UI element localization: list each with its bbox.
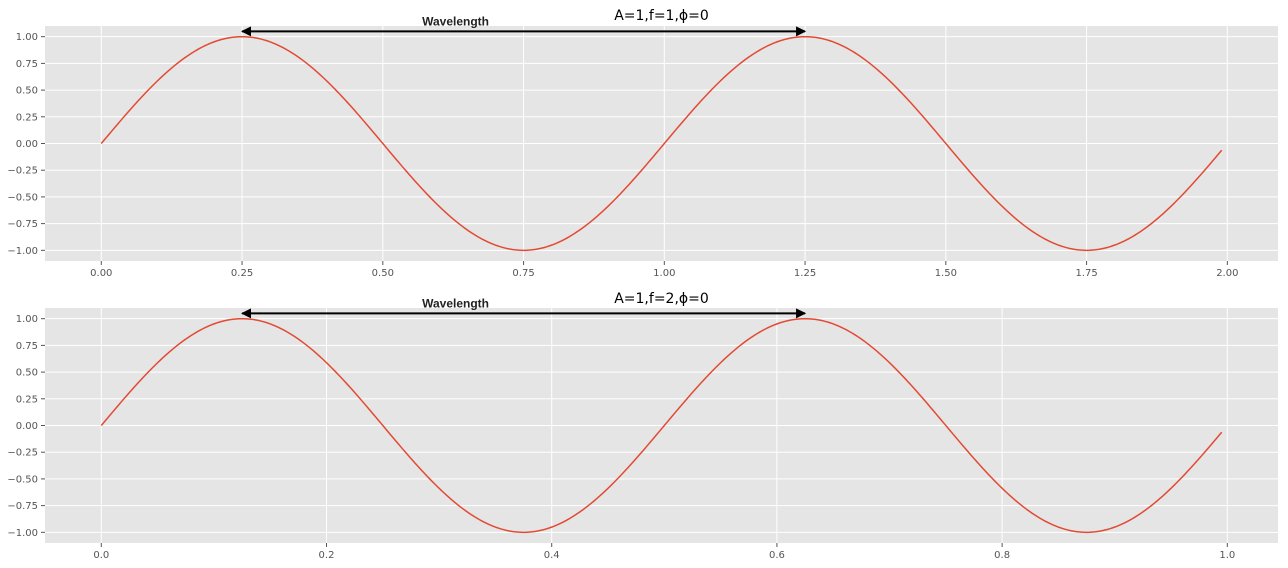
top-x-tick-label: 1.25	[794, 268, 816, 279]
top-y-tick-label: 1.00	[16, 32, 38, 43]
top-sine-line	[100, 35, 1223, 252]
top-chart-title: A=1,f=1,ϕ=0	[614, 8, 709, 24]
top-y-tick-label: −1.00	[7, 246, 38, 257]
top-y-tick-label: 0.00	[16, 139, 38, 150]
bottom-ticks: 0.0 0.2 0.4 0.6 0.8 1.0 1.00 0.75 0.50 0.25 0.00 −0…	[7, 314, 1235, 561]
bottom-y-tick-label: −1.00	[7, 528, 38, 539]
bottom-x-tick-label: 0.8	[994, 550, 1010, 561]
top-y-tick-label: −0.50	[7, 192, 38, 203]
bottom-chart: 0.0 0.2 0.4 0.6 0.8 1.0 1.00 0.75 0.50 0.25 0.00 −0…	[7, 291, 1278, 561]
top-chart: 0.00 0.25 0.50 0.75 1.00 1.25 1.50 1.75 2.00 1.00…	[7, 8, 1278, 279]
top-x-tick-label: 0.50	[372, 268, 394, 279]
top-y-tick-label: −0.25	[7, 166, 38, 177]
bottom-x-tick-label: 0.2	[319, 550, 335, 561]
bottom-y-tick-label: 0.75	[16, 341, 38, 352]
bottom-y-tick-label: 1.00	[16, 314, 38, 325]
bottom-y-tick-label: 0.00	[16, 421, 38, 432]
bottom-series	[100, 317, 1223, 534]
bottom-y-tick-label: −0.75	[7, 501, 38, 512]
top-x-tick-label: 1.75	[1075, 268, 1097, 279]
top-y-tick-label: 0.50	[16, 86, 38, 97]
top-grid	[45, 26, 1278, 261]
bottom-x-tick-label: 0.0	[93, 550, 109, 561]
top-x-tick-label: 0.75	[512, 268, 534, 279]
top-y-tick-label: −0.75	[7, 219, 38, 230]
top-y-tick-label: 0.25	[16, 112, 38, 123]
bottom-y-tick-label: 0.25	[16, 394, 38, 405]
top-x-tick-label: 1.00	[653, 268, 675, 279]
bottom-grid	[45, 308, 1278, 543]
top-series	[100, 35, 1223, 252]
bottom-chart-title: A=1,f=2,ϕ=0	[614, 291, 709, 307]
top-annotation: Wavelength	[241, 14, 807, 37]
bottom-y-tick-label: −0.50	[7, 474, 38, 485]
top-wavelength-label: Wavelength	[422, 14, 489, 28]
bottom-x-tick-label: 0.6	[769, 550, 785, 561]
bottom-y-tick-label: 0.50	[16, 368, 38, 379]
top-y-tick-label: 0.75	[16, 59, 38, 70]
bottom-sine-line	[100, 317, 1223, 534]
top-x-tick-label: 0.25	[231, 268, 253, 279]
top-x-tick-label: 1.50	[935, 268, 957, 279]
top-x-tick-label: 0.00	[90, 268, 112, 279]
bottom-x-tick-label: 1.0	[1219, 550, 1235, 561]
bottom-y-tick-label: −0.25	[7, 448, 38, 459]
bottom-x-tick-label: 0.4	[544, 550, 560, 561]
bottom-wavelength-label: Wavelength	[422, 296, 489, 310]
top-x-tick-label: 2.00	[1216, 268, 1238, 279]
bottom-annotation: Wavelength	[241, 296, 807, 319]
top-ticks: 0.00 0.25 0.50 0.75 1.00 1.25 1.50 1.75 2.00 1.00…	[7, 32, 1238, 279]
